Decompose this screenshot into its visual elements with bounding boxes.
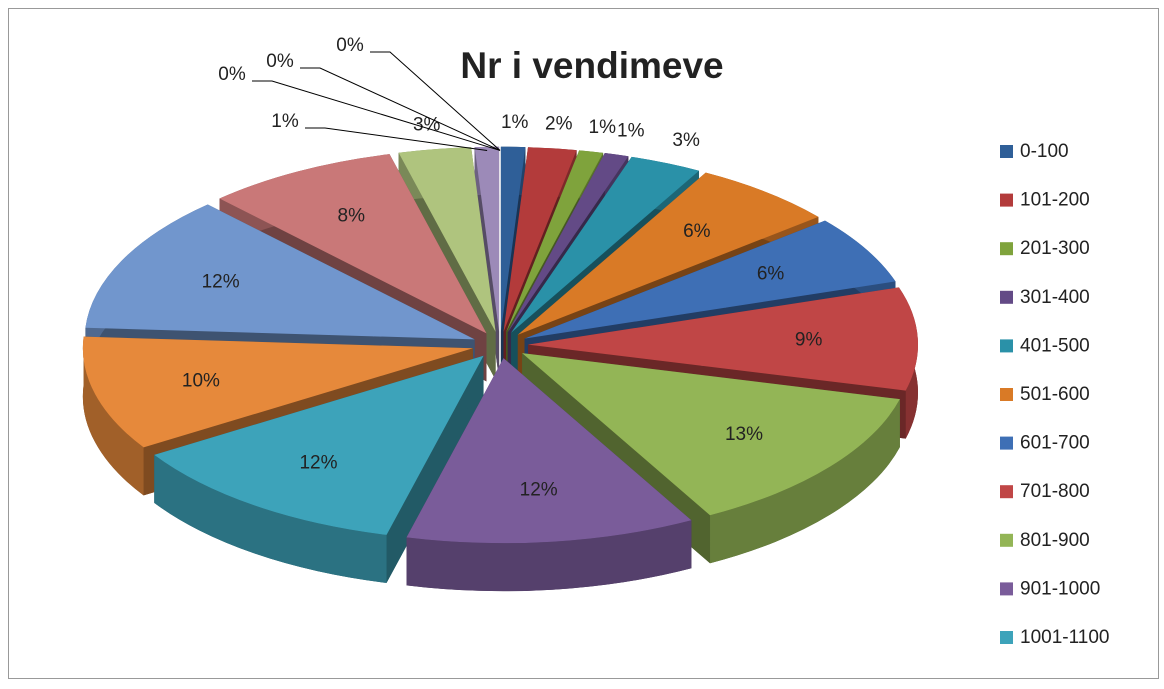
legend-swatch xyxy=(1000,582,1013,596)
data-label: 1% xyxy=(617,121,645,142)
data-label: 8% xyxy=(338,206,366,227)
legend-swatch xyxy=(1000,339,1013,353)
data-label: 1% xyxy=(589,117,617,138)
slice xyxy=(507,153,629,333)
legend-swatch xyxy=(1000,533,1013,547)
legend-label: 101-200 xyxy=(1020,190,1090,211)
slice xyxy=(522,353,900,516)
data-label: 3% xyxy=(672,130,700,151)
legend-swatch xyxy=(1000,145,1013,158)
legend-swatch xyxy=(1000,290,1013,304)
slice xyxy=(82,336,473,448)
slice-wall xyxy=(386,355,484,583)
slice xyxy=(500,146,526,332)
slice xyxy=(506,150,604,333)
slice xyxy=(85,204,475,340)
data-label: 12% xyxy=(520,479,558,500)
slice xyxy=(527,287,918,391)
slice xyxy=(474,146,500,332)
slice-rim xyxy=(406,520,692,592)
chart-title: Nr i vendimeve xyxy=(460,45,723,86)
data-label: 1% xyxy=(501,112,529,133)
legend-swatch xyxy=(1000,631,1013,644)
data-label: 6% xyxy=(757,263,785,284)
data-label: 12% xyxy=(202,272,240,293)
data-label: 9% xyxy=(795,329,823,350)
slice xyxy=(406,358,692,544)
slice xyxy=(398,147,496,332)
legend-label: 301-400 xyxy=(1020,287,1090,308)
legend-label: 201-300 xyxy=(1020,238,1090,259)
legend-label: 901-1000 xyxy=(1020,578,1100,599)
slice-rim xyxy=(154,454,387,583)
leader-line xyxy=(370,51,501,151)
legend-swatch xyxy=(1000,388,1013,401)
legend-swatch xyxy=(1000,436,1013,450)
leader-line xyxy=(300,67,501,151)
legend-swatch xyxy=(1000,242,1013,256)
data-label: 0% xyxy=(336,35,364,56)
slice xyxy=(154,355,484,535)
legend-label: 0-100 xyxy=(1020,141,1069,162)
leader-line xyxy=(252,80,501,151)
legend-swatch xyxy=(1000,193,1013,207)
slice xyxy=(517,172,819,335)
data-label: 10% xyxy=(182,370,220,391)
data-label: 2% xyxy=(545,113,573,134)
legend-label: 501-600 xyxy=(1020,384,1090,405)
data-label: 0% xyxy=(266,51,294,72)
data-label: 0% xyxy=(218,64,246,85)
data-label: 6% xyxy=(683,221,711,242)
slice-rim xyxy=(710,399,900,564)
slice-rim xyxy=(82,336,144,496)
slice xyxy=(511,156,700,333)
data-label: 12% xyxy=(299,453,337,474)
slice xyxy=(503,147,577,332)
data-label: 13% xyxy=(725,424,763,445)
slice xyxy=(219,154,487,334)
data-label: 1% xyxy=(271,111,299,132)
legend-label: 801-900 xyxy=(1020,530,1090,551)
legend-label: 401-500 xyxy=(1020,335,1090,356)
legend-swatch xyxy=(1000,485,1013,499)
legend-label: 601-700 xyxy=(1020,433,1090,454)
slice xyxy=(524,220,896,339)
legend-label: 701-800 xyxy=(1020,481,1090,502)
legend-label: 1001-1100 xyxy=(1020,627,1109,648)
leader-line xyxy=(305,127,488,152)
